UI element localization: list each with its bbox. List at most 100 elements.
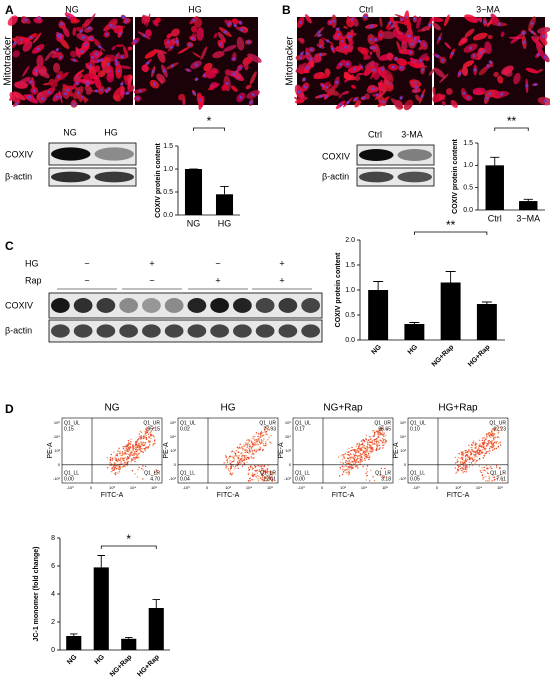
label: − bbox=[84, 258, 89, 268]
quadrant-label: Q1_LR bbox=[260, 470, 276, 476]
flow-event bbox=[489, 436, 492, 439]
flow-event bbox=[145, 446, 147, 448]
flow-event bbox=[107, 467, 109, 469]
flow-event bbox=[499, 426, 501, 428]
label: 3−MA bbox=[476, 4, 500, 14]
flow-event bbox=[124, 456, 126, 459]
flow-event bbox=[132, 448, 134, 450]
flow-event bbox=[248, 458, 250, 460]
flow-event bbox=[229, 462, 231, 464]
flow-event bbox=[379, 434, 381, 436]
flow-event bbox=[238, 461, 240, 464]
flow-event bbox=[461, 453, 463, 456]
flow-event bbox=[346, 453, 348, 456]
flow-event bbox=[481, 439, 484, 442]
flow-event bbox=[255, 475, 257, 478]
cell bbox=[213, 82, 218, 88]
flow-event bbox=[243, 444, 245, 446]
flow-event bbox=[127, 451, 130, 453]
cell bbox=[90, 59, 98, 64]
flow-event bbox=[262, 440, 264, 442]
flow-event bbox=[382, 444, 384, 447]
cell bbox=[501, 65, 514, 75]
flow-event bbox=[260, 467, 263, 469]
cell bbox=[75, 69, 85, 77]
flow-event bbox=[472, 450, 474, 452]
flow-event bbox=[149, 432, 151, 434]
cell bbox=[207, 74, 217, 79]
flow-event bbox=[152, 443, 155, 446]
axis-tick: -10³ bbox=[297, 485, 305, 490]
flow-event bbox=[125, 449, 127, 452]
flow-event bbox=[485, 445, 488, 447]
flow-event bbox=[488, 435, 491, 437]
flow-event bbox=[346, 462, 348, 465]
flow-event bbox=[115, 464, 117, 467]
flow-event bbox=[265, 444, 268, 447]
flow-event bbox=[495, 427, 497, 429]
flow-event bbox=[263, 434, 265, 436]
cell bbox=[432, 22, 441, 31]
flow-event bbox=[465, 459, 467, 462]
flow-event bbox=[478, 447, 480, 449]
blot-band bbox=[301, 298, 320, 313]
axis-tick: 0 bbox=[206, 485, 209, 490]
flow-event bbox=[240, 452, 242, 455]
flow-event bbox=[454, 456, 456, 459]
significance-label: ** bbox=[446, 218, 456, 232]
nucleus bbox=[166, 40, 170, 44]
flow-event bbox=[224, 467, 227, 469]
axis-tick: 10³ bbox=[400, 448, 406, 453]
flow-frame bbox=[177, 417, 279, 484]
nucleus bbox=[125, 18, 129, 22]
flow-event bbox=[472, 441, 474, 444]
flow-event bbox=[351, 446, 353, 449]
nucleus bbox=[225, 81, 229, 85]
flow-event bbox=[243, 455, 246, 457]
cell bbox=[384, 69, 394, 83]
flow-event bbox=[462, 472, 464, 474]
flow-event bbox=[359, 448, 361, 450]
flow-event bbox=[229, 455, 232, 458]
axis-tick: -10³ bbox=[53, 476, 61, 481]
flow-event bbox=[494, 436, 496, 439]
cell bbox=[396, 58, 408, 66]
flow-event bbox=[241, 460, 243, 463]
flow-event bbox=[125, 461, 127, 463]
flow-event bbox=[116, 461, 119, 463]
x-tick-label: HG bbox=[407, 343, 420, 356]
flow-event bbox=[499, 467, 501, 470]
cell bbox=[401, 39, 408, 53]
flow-event bbox=[475, 460, 477, 462]
flow-event bbox=[365, 448, 367, 451]
flow-event bbox=[262, 473, 264, 475]
flow-event bbox=[118, 471, 121, 473]
flow-event bbox=[247, 473, 250, 475]
nucleus bbox=[198, 98, 202, 102]
cell bbox=[231, 18, 239, 25]
label: + bbox=[279, 275, 284, 285]
plot-title: HG bbox=[221, 403, 236, 414]
x-tick-label: 3−MA bbox=[516, 213, 540, 223]
cell bbox=[101, 57, 110, 68]
cell bbox=[363, 64, 374, 76]
cell bbox=[171, 28, 180, 37]
nucleus bbox=[536, 53, 540, 57]
flow-event bbox=[371, 442, 373, 444]
flow-event bbox=[226, 459, 228, 462]
flow-event bbox=[140, 435, 142, 437]
cell bbox=[99, 49, 102, 56]
flow-event bbox=[271, 480, 273, 482]
flow-event bbox=[487, 442, 490, 444]
flow-event bbox=[375, 441, 378, 443]
nucleus bbox=[107, 62, 111, 66]
flow-event bbox=[131, 470, 134, 472]
bar bbox=[184, 169, 203, 215]
flow-event bbox=[489, 442, 491, 444]
flow-event bbox=[497, 446, 499, 448]
flow-event bbox=[463, 470, 465, 473]
flow-event bbox=[375, 448, 378, 451]
flow-event bbox=[236, 461, 239, 463]
flow-event bbox=[365, 474, 368, 477]
blot-band bbox=[142, 324, 161, 338]
